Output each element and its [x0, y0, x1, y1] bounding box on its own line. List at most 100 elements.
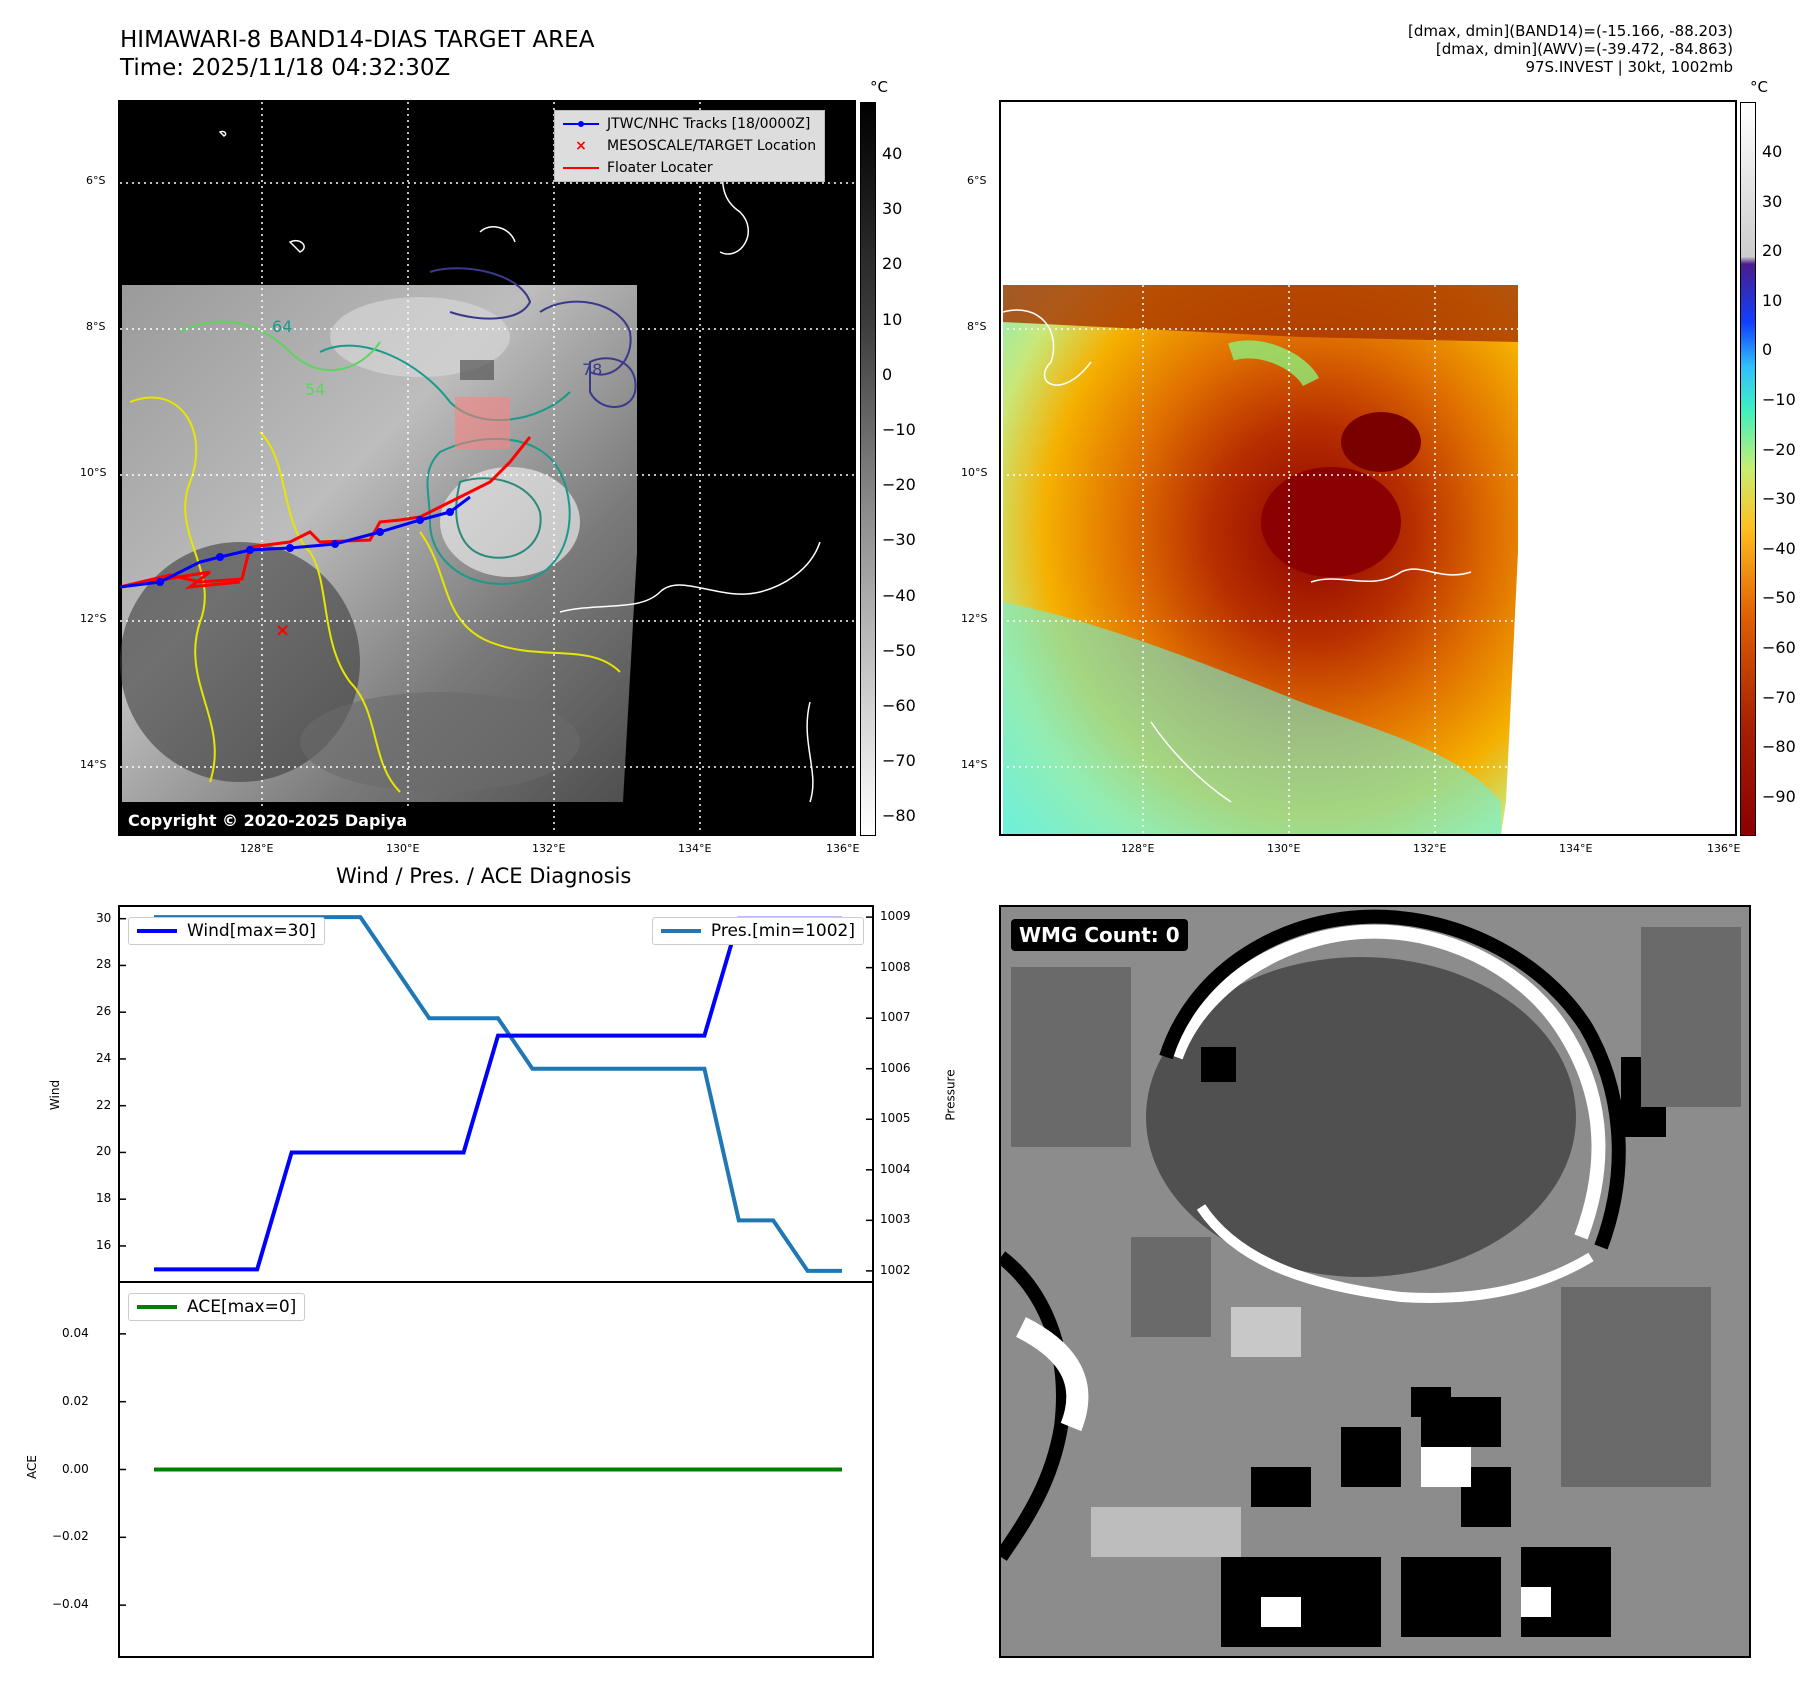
pressure-tick-label: 1007 [880, 1010, 911, 1025]
wind-series-line [154, 916, 842, 1272]
pressure-tick-label: 1009 [880, 909, 911, 924]
pressure-tick-label: 1005 [880, 1111, 911, 1126]
left-colorbar-unit: °C [870, 78, 888, 96]
pressure-tick-label: 1008 [880, 959, 911, 974]
dry-band-north [1003, 285, 1518, 342]
left-map-panel: × 64 54 78 JTWC/NHC Tracks [18/0000Z] × … [118, 100, 856, 836]
right-lat-6: 6°S [967, 174, 987, 187]
contour-label-2: 54 [305, 380, 326, 399]
left-lon-130: 130°E [386, 842, 420, 855]
ace-ylabel: ACE [24, 1455, 39, 1479]
title-line-2: Time: 2025/11/18 04:32:30Z [120, 55, 451, 81]
stats-header: [dmax, dmin](BAND14)=(-15.166, -88.203) … [1408, 22, 1733, 76]
cloud-core [440, 467, 580, 577]
moist-streak [1228, 340, 1320, 387]
legend-label-target: MESOSCALE/TARGET Location [607, 138, 817, 154]
contour-label-1: 64 [272, 317, 293, 336]
map-gridlines [120, 102, 854, 834]
cold-top-1 [1341, 412, 1421, 472]
moist-region [1003, 602, 1501, 834]
pressure-legend-label: Pres.[min=1002] [710, 921, 855, 941]
wind-tick-label: 30 [96, 910, 112, 925]
right-colorbar-tick: −80 [1762, 737, 1796, 757]
wmg-eye-region [1146, 957, 1576, 1277]
left-lat-12: 12°S [80, 612, 107, 625]
right-map-canvas [1001, 285, 1518, 834]
wmg-eyewall-white [1169, 924, 1606, 1240]
wind-tick-label: 16 [96, 1237, 112, 1252]
legend-item-target: × MESOSCALE/TARGET Location [563, 135, 816, 157]
jtwc-track-points [156, 508, 454, 586]
right-lat-12: 12°S [961, 612, 988, 625]
pressure-tick-label: 1006 [880, 1060, 911, 1075]
left-colorbar-tick: −70 [882, 751, 916, 771]
right-colorbar [1740, 102, 1756, 836]
wmg-band-west-black [1001, 1251, 1070, 1561]
wmg-eyewall-black [1159, 909, 1626, 1250]
left-lat-6: 6°S [86, 174, 106, 187]
ace-tick-label: −0.04 [52, 1597, 89, 1612]
right-colorbar-tick: −10 [1762, 390, 1796, 409]
right-colorbar-tick: 0 [1762, 340, 1773, 360]
right-colorbar-tick: −70 [1762, 687, 1796, 707]
right-colorbar-tick: −30 [1762, 489, 1796, 509]
left-colorbar-tick: 30 [882, 199, 903, 219]
wmg-count-label: WMG Count: 0 [1011, 919, 1188, 951]
diagnosis-title: Wind / Pres. / ACE Diagnosis [336, 864, 632, 888]
dark-region [120, 542, 360, 782]
wmg-patch-light [1231, 1307, 1301, 1357]
left-colorbar [860, 102, 876, 836]
target-location-marker: × [275, 620, 290, 641]
pressure-ylabel: Pressure [943, 1069, 958, 1121]
left-colorbar-tick: −80 [882, 806, 916, 826]
left-colorbar-tick: 40 [882, 144, 903, 163]
contour-label-3: 78 [582, 360, 603, 379]
right-colorbar-tick: −60 [1762, 638, 1796, 657]
deep-convection-patch [460, 360, 494, 380]
left-colorbar-tick: −40 [882, 585, 916, 605]
left-colorbar-tick: 10 [882, 309, 903, 329]
storm-info: 97S.INVEST | 30kt, 1002mb [1525, 58, 1733, 76]
wind-tick-label: 22 [96, 1097, 112, 1112]
ace-panel: ACE[max=0] [118, 1281, 874, 1658]
pressure-tick-label: 1002 [880, 1262, 911, 1277]
legend-label-floater: Floater Locater [607, 160, 713, 176]
wind-legend: Wind[max=30] [128, 917, 325, 945]
wmg-panel: WMG Count: 0 [999, 905, 1751, 1658]
wmg-image [1001, 907, 1749, 1656]
right-colorbar-tick: 10 [1762, 290, 1783, 310]
left-colorbar-tick: 20 [882, 254, 903, 274]
right-lon-128: 128°E [1121, 842, 1155, 855]
pressure-series-line [154, 915, 842, 1273]
right-lat-8: 8°S [967, 320, 987, 333]
left-map-canvas: × [120, 102, 854, 834]
right-colorbar-tick: −90 [1762, 786, 1796, 806]
right-colorbar-tick: 40 [1762, 142, 1783, 161]
right-colorbar-tick: −40 [1762, 538, 1796, 558]
band14-range: [dmax, dmin](BAND14)=(-15.166, -88.203) [1408, 22, 1733, 40]
wmg-white-blobs [1261, 1447, 1551, 1627]
right-colorbar-unit: °C [1750, 78, 1768, 96]
left-lon-134: 134°E [678, 842, 712, 855]
legend-label-jtwc: JTWC/NHC Tracks [18/0000Z] [607, 116, 811, 132]
ace-plot [120, 1333, 842, 1606]
wmg-band-west-white [1015, 1317, 1089, 1432]
ace-tick-label: −0.02 [52, 1529, 89, 1544]
right-colorbar-tick: 30 [1762, 191, 1783, 211]
legend-line-floater [563, 167, 599, 169]
left-colorbar-tick: −10 [882, 420, 916, 439]
left-colorbar-tick: −20 [882, 475, 916, 495]
floater-box [455, 397, 510, 449]
pressure-legend-swatch [660, 929, 701, 933]
ace-legend-label: ACE[max=0] [187, 1297, 297, 1317]
right-map-gridlines [1001, 285, 1518, 834]
legend-item-jtwc: JTWC/NHC Tracks [18/0000Z] [563, 113, 816, 135]
map-legend: JTWC/NHC Tracks [18/0000Z] × MESOSCALE/T… [554, 110, 826, 182]
title-line-1: HIMAWARI-8 BAND14-DIAS TARGET AREA [120, 27, 595, 53]
wind-tick-label: 20 [96, 1144, 112, 1159]
pressure-tick-label: 1004 [880, 1161, 911, 1176]
right-lon-130: 130°E [1267, 842, 1301, 855]
left-lon-136: 136°E [826, 842, 860, 855]
right-lon-136: 136°E [1707, 842, 1741, 855]
left-lon-128: 128°E [240, 842, 274, 855]
